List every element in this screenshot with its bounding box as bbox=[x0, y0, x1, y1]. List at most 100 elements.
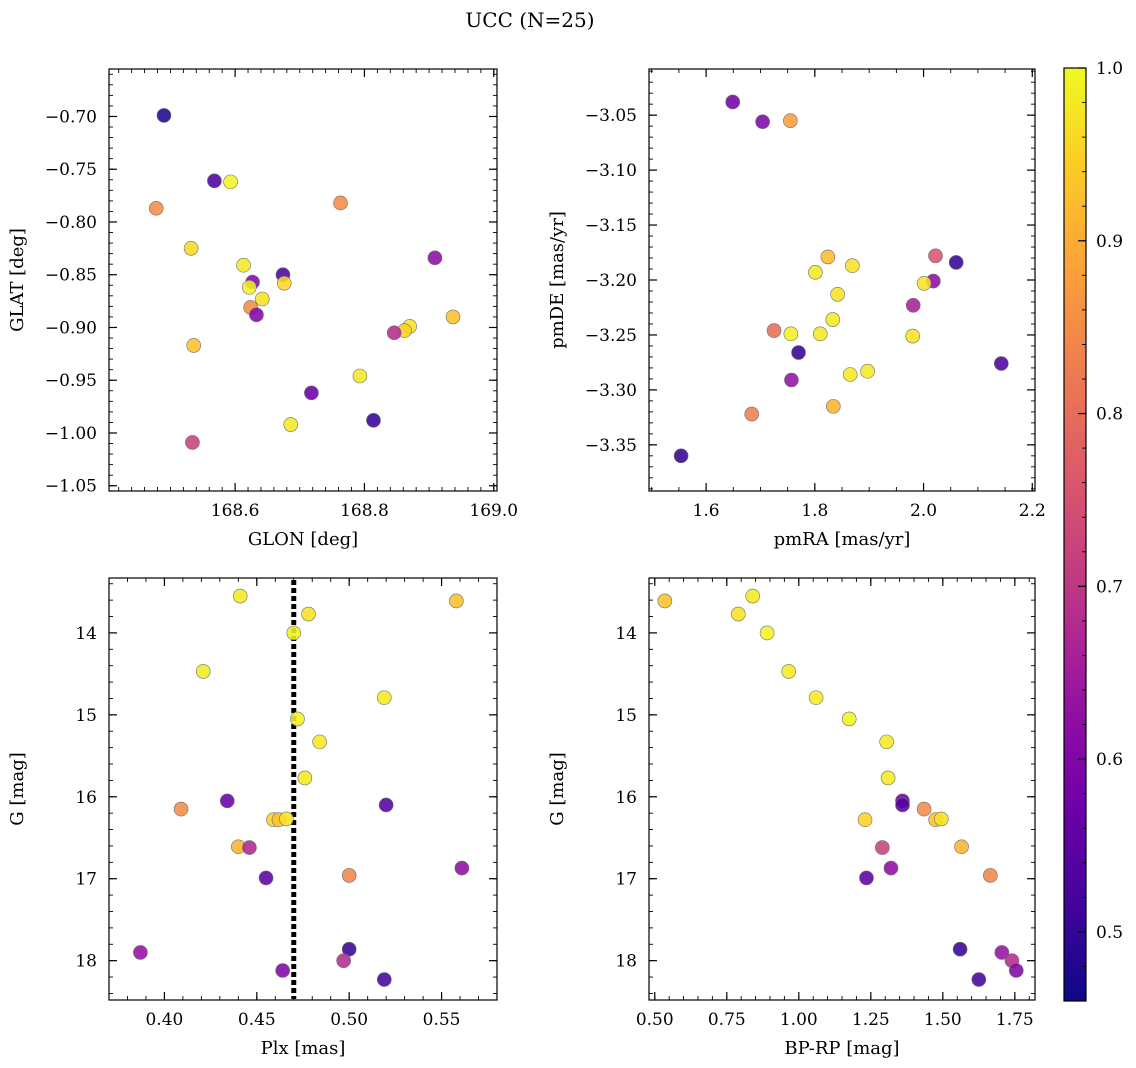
y-tick-label: −1.05 bbox=[45, 477, 97, 497]
data-point bbox=[236, 257, 251, 273]
colorbar: 0.5 0.6 0.7 0.8 0.9 1.0 bbox=[1063, 59, 1123, 1002]
data-point bbox=[312, 734, 327, 750]
colorbar-frame bbox=[1063, 67, 1087, 1002]
colorbar-tick-label: 0.8 bbox=[1096, 405, 1123, 425]
x-tick-label: 0.75 bbox=[708, 1010, 746, 1030]
y-tick-label: 18 bbox=[615, 952, 637, 972]
y-tick-label: −3.15 bbox=[585, 216, 637, 236]
data-point bbox=[783, 326, 799, 342]
data-point bbox=[895, 797, 910, 813]
data-point bbox=[983, 868, 998, 883]
y-tick-label: −0.95 bbox=[45, 371, 97, 391]
data-point bbox=[784, 372, 799, 388]
data-point bbox=[207, 173, 222, 189]
data-point bbox=[766, 323, 782, 338]
colorbar-fill bbox=[1064, 68, 1086, 1001]
data-point bbox=[830, 286, 845, 302]
data-point bbox=[386, 325, 402, 341]
colorbar-tick-label: 0.5 bbox=[1096, 923, 1123, 943]
y-tick-label: 17 bbox=[75, 870, 97, 890]
x-axis-label: pmRA [mas/yr] bbox=[774, 529, 911, 550]
data-point bbox=[333, 195, 348, 211]
tick-marks bbox=[109, 578, 497, 1000]
data-point bbox=[905, 297, 921, 313]
data-point bbox=[783, 113, 798, 128]
data-point bbox=[860, 363, 875, 379]
data-point bbox=[195, 664, 211, 679]
data-point bbox=[290, 711, 305, 727]
data-point bbox=[745, 588, 761, 604]
y-tick-label: 14 bbox=[75, 624, 97, 644]
data-point bbox=[948, 255, 964, 270]
scatter-panel-1: 168.6 168.8 169.0 −1.05 −1.00 −0.95 −0.90 −0.85… bbox=[7, 68, 518, 550]
points bbox=[673, 94, 1009, 464]
data-point bbox=[336, 953, 351, 968]
x-tick-label: 0.50 bbox=[330, 1010, 368, 1030]
x-tick-label: 1.00 bbox=[780, 1010, 818, 1030]
data-point bbox=[916, 275, 932, 291]
axes-frame bbox=[108, 68, 498, 492]
data-point bbox=[427, 250, 443, 266]
y-tick-label: −0.85 bbox=[45, 266, 97, 286]
y-tick-label: −1.00 bbox=[45, 424, 97, 444]
data-point bbox=[183, 241, 199, 256]
y-tick-label: −3.25 bbox=[585, 326, 637, 346]
x-tick-label: 1.6 bbox=[693, 501, 720, 521]
data-point bbox=[812, 326, 828, 342]
data-point bbox=[1008, 963, 1024, 978]
figure-title: UCC (N=25) bbox=[465, 8, 594, 32]
y-tick-label: 15 bbox=[75, 706, 97, 726]
axes-frame bbox=[648, 577, 1036, 1001]
data-point bbox=[258, 870, 274, 886]
data-point bbox=[376, 972, 392, 987]
data-point bbox=[755, 114, 770, 130]
data-point bbox=[185, 435, 200, 450]
x-axis-label: BP-RP [mag] bbox=[784, 1038, 899, 1059]
data-point bbox=[971, 972, 987, 987]
data-point bbox=[366, 413, 381, 428]
y-tick-label: 18 bbox=[75, 952, 97, 972]
y-tick-label: −3.10 bbox=[585, 161, 637, 181]
y-axis-label: G [mag] bbox=[547, 752, 568, 825]
data-point bbox=[223, 174, 238, 190]
x-axis-label: GLON [deg] bbox=[248, 529, 358, 550]
y-tick-label: 17 bbox=[615, 870, 637, 890]
data-point bbox=[905, 328, 920, 344]
data-point bbox=[148, 200, 164, 216]
data-point bbox=[808, 265, 823, 280]
scatter-panel-4: 0.50 0.75 1.00 1.25 1.50 1.75 14 15 16 17 18 BP-RP … bbox=[547, 577, 1036, 1059]
y-axis-label: GLAT [deg] bbox=[7, 228, 28, 332]
x-tick-label: 169.0 bbox=[469, 501, 518, 521]
data-point bbox=[219, 793, 235, 809]
scatter-panel-3: 0.40 0.45 0.50 0.55 14 15 16 17 18 Plx [mas] G [ma… bbox=[7, 577, 498, 1059]
y-tick-label: −3.20 bbox=[585, 271, 637, 291]
x-tick-label: 168.8 bbox=[340, 501, 389, 521]
data-point bbox=[304, 385, 319, 401]
x-tick-label: 1.50 bbox=[924, 1010, 962, 1030]
data-point bbox=[880, 770, 896, 786]
data-point bbox=[994, 945, 1010, 960]
data-point bbox=[445, 309, 461, 325]
data-point bbox=[378, 797, 394, 813]
tick-marks bbox=[109, 69, 497, 491]
data-point bbox=[859, 870, 874, 886]
x-tick-label: 1.25 bbox=[852, 1010, 890, 1030]
data-point bbox=[232, 588, 248, 604]
data-point bbox=[857, 812, 873, 828]
data-point bbox=[449, 593, 464, 609]
tick-marks bbox=[649, 578, 1035, 1000]
data-point bbox=[275, 963, 290, 978]
x-axis-label: Plx [mas] bbox=[261, 1038, 346, 1059]
data-point bbox=[952, 941, 968, 957]
data-point bbox=[673, 448, 689, 464]
axes-frame bbox=[648, 68, 1036, 492]
data-point bbox=[454, 860, 470, 876]
data-point bbox=[301, 606, 316, 622]
x-tick-label: 0.40 bbox=[145, 1010, 183, 1030]
y-tick-label: −3.30 bbox=[585, 381, 637, 401]
data-point bbox=[730, 606, 746, 622]
colorbar-tick-label: 0.9 bbox=[1096, 232, 1123, 252]
data-point bbox=[279, 811, 294, 827]
data-point bbox=[156, 108, 172, 123]
